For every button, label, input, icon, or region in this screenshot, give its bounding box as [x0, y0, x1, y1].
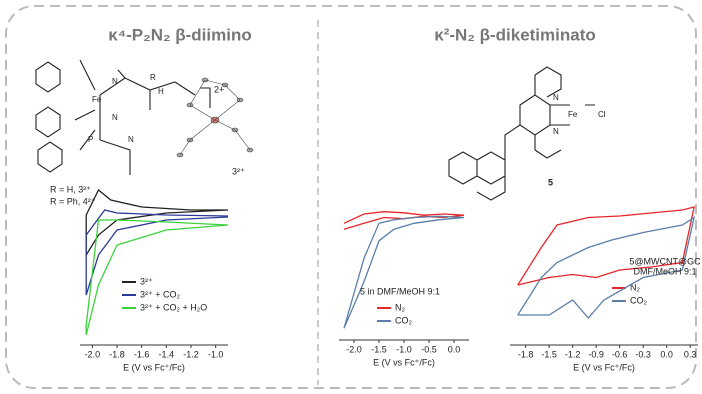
legend-label: CO₂ [630, 295, 648, 305]
frame [6, 6, 696, 388]
atom: N [112, 77, 118, 86]
atom: N [128, 135, 134, 144]
atom: H [158, 87, 164, 96]
left-title: κ⁴-P₂N₂ β-diimino [108, 25, 251, 44]
x-axis-label: E (V vs Fc⁺/Fc) [573, 362, 635, 372]
x-tick-label: -1.5 [541, 349, 557, 359]
x-tick-label: 0.0 [448, 344, 461, 354]
x-tick-label: -1.2 [565, 349, 581, 359]
x-tick-label: -1.2 [183, 349, 199, 359]
compound-label: 5 [548, 177, 553, 187]
x-tick-label: 0.3 [684, 349, 697, 359]
legend-label: 3²⁺ + CO₂ [140, 289, 181, 299]
legend-label: CO₂ [395, 315, 413, 325]
atom: N [553, 93, 559, 102]
x-tick-label: 0.0 [660, 349, 673, 359]
cv-curve [86, 210, 228, 295]
x-tick-label: -0.9 [588, 349, 604, 359]
atom: Fe [568, 110, 578, 119]
structure-left: 2+ R H N N Fe N P R = H, 3²⁺ R = Ph, 4²⁺… [36, 60, 253, 206]
x-tick-label: -1.0 [208, 349, 224, 359]
x-tick-label: -1.4 [159, 349, 175, 359]
x-tick-label: -1.8 [109, 349, 125, 359]
atom: R [150, 73, 156, 82]
substituent-label: R = Ph, 4²⁺ [50, 196, 96, 206]
atom: P [88, 135, 93, 144]
figure: κ⁴-P₂N₂ β-diimino κ²-N₂ β-diketiminato 2… [0, 0, 702, 394]
atom: N [553, 127, 559, 136]
page: κ⁴-P₂N₂ β-diimino κ²-N₂ β-diketiminato 2… [0, 0, 702, 394]
annotation: 5 in DMF/MeOH 9:1 [360, 286, 440, 296]
cv-curve [86, 220, 228, 335]
atom: Cl [598, 110, 606, 119]
atom: Fe [92, 95, 102, 104]
x-tick-label: -0.5 [421, 344, 437, 354]
bonds [449, 67, 595, 200]
x-tick-label: -2.0 [85, 349, 101, 359]
x-tick-label: -2.0 [346, 344, 362, 354]
right-title: κ²-N₂ β-diketiminato [434, 25, 596, 44]
x-tick-label: -1.8 [518, 349, 534, 359]
atom: N [112, 113, 118, 122]
structure-right: N N Fe Cl 5 [449, 67, 606, 200]
x-tick-label: -1.6 [134, 349, 150, 359]
x-tick-label: -0.3 [635, 349, 651, 359]
x-axis-label: E (V vs Fc⁺/Fc) [373, 357, 435, 367]
annotation: 5@MWCNT@GC [629, 256, 701, 266]
legend-label: N₂ [395, 302, 405, 312]
crystal-label: 3²⁺ [232, 166, 245, 176]
x-tick-label: -1.5 [371, 344, 387, 354]
x-axis-label: E (V vs Fc⁺/Fc) [123, 362, 185, 372]
substituent-label: R = H, 3²⁺ [50, 184, 91, 194]
legend-label: 3²⁺ + CO₂ + H₂O [140, 302, 207, 312]
charge-bracket [200, 88, 210, 108]
legend-label: 3²⁺ [140, 276, 153, 286]
x-tick-label: -1.0 [396, 344, 412, 354]
annotation: DMF/MeOH 9:1 [633, 266, 696, 276]
x-tick-label: -0.6 [612, 349, 628, 359]
